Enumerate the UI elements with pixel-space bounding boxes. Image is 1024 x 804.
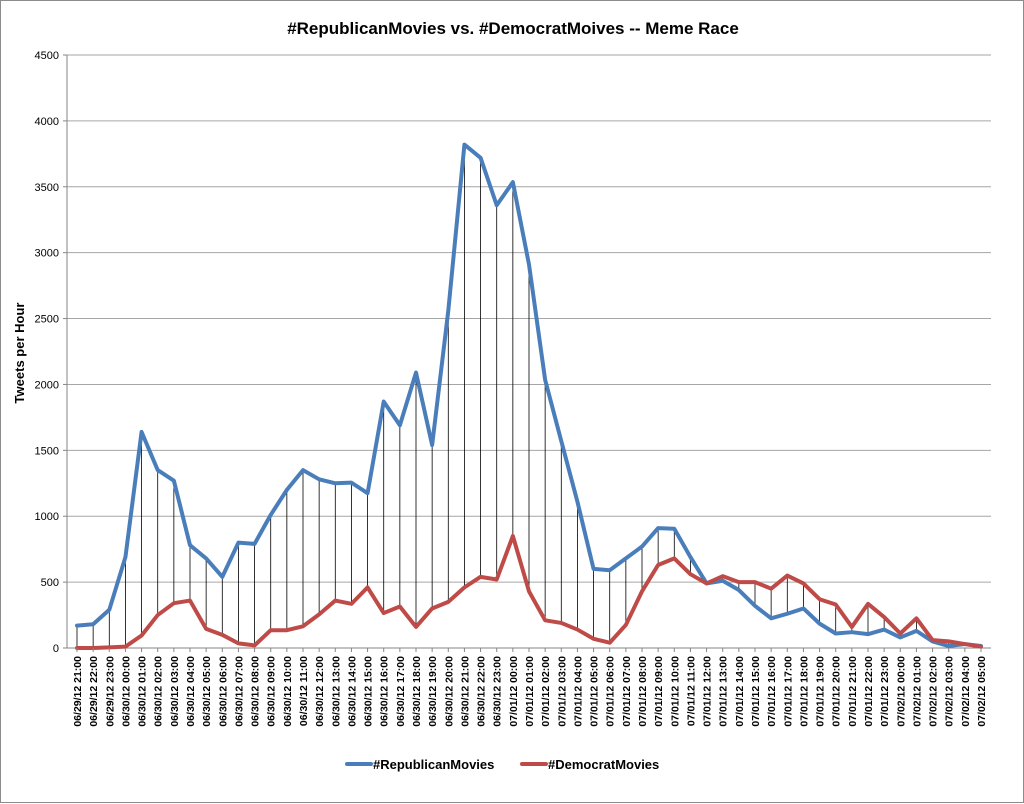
x-tick-label: 07/02/12 01:00 — [911, 656, 923, 727]
x-tick-label: 07/01/12 21:00 — [847, 656, 859, 727]
x-tick-label: 06/30/12 23:00 — [492, 656, 504, 727]
x-tick-label: 06/29/12 22:00 — [88, 656, 100, 727]
series-line-democratmovies — [75, 533, 983, 650]
x-tick-label: 07/01/12 10:00 — [669, 656, 681, 727]
x-tick-label: 07/02/12 02:00 — [928, 656, 940, 727]
x-tick-label: 07/01/12 22:00 — [863, 656, 875, 727]
x-tick-label: 06/30/12 19:00 — [427, 656, 439, 727]
x-tick-label: 07/02/12 04:00 — [960, 656, 972, 727]
x-tick-label: 07/01/12 12:00 — [702, 656, 714, 727]
x-tick-label: 06/30/12 12:00 — [314, 656, 326, 727]
x-tick-label: 07/01/12 17:00 — [782, 656, 794, 727]
x-tick-label: 06/30/12 10:00 — [282, 656, 294, 727]
x-tick-label: 07/01/12 13:00 — [718, 656, 730, 727]
x-tick-label: 06/30/12 20:00 — [443, 656, 455, 727]
x-tick-label: 06/30/12 00:00 — [120, 656, 132, 727]
x-tick-label: 06/29/12 21:00 — [72, 656, 84, 727]
y-tick-label: 2500 — [35, 314, 59, 326]
x-tick-label: 07/01/12 11:00 — [685, 656, 697, 726]
x-tick-label: 06/30/12 05:00 — [201, 656, 213, 727]
x-tick-label: 07/01/12 04:00 — [572, 656, 584, 727]
legend-label: #RepublicanMovies — [373, 757, 494, 772]
x-tick-label: 07/01/12 15:00 — [750, 656, 762, 727]
x-tick-label: 06/30/12 09:00 — [266, 656, 278, 727]
y-tick-label: 1500 — [35, 445, 59, 457]
x-tick-label: 06/30/12 15:00 — [363, 656, 375, 727]
x-tick-label: 06/30/12 04:00 — [185, 656, 197, 727]
x-tick-label: 06/30/12 22:00 — [476, 656, 488, 727]
drop-lines — [76, 144, 950, 648]
x-tick-label: 07/01/12 02:00 — [540, 656, 552, 727]
x-tick-label: 06/30/12 01:00 — [137, 656, 149, 727]
x-tick-label: 07/02/12 05:00 — [976, 656, 988, 727]
y-tick-label: 2000 — [35, 379, 59, 391]
legend-label: #DemocratMovies — [548, 757, 659, 772]
x-tick-label: 06/30/12 11:00 — [298, 656, 310, 726]
x-tick-label: 06/29/12 23:00 — [104, 656, 116, 727]
x-tick-label: 06/30/12 03:00 — [169, 656, 181, 727]
x-tick-label: 06/30/12 17:00 — [395, 656, 407, 727]
y-tick-labels: 0 500 1000 1500 2000 2500 3000 3500 4000 4500 — [35, 50, 59, 655]
y-tick-label: 500 — [41, 577, 59, 589]
y-tick-label: 0 — [53, 643, 59, 655]
x-tick-label: 07/01/12 18:00 — [798, 656, 810, 727]
x-tick-label: 07/02/12 03:00 — [944, 656, 956, 727]
series-line-republicanmovies — [75, 142, 983, 649]
x-tick-label: 07/01/12 07:00 — [621, 656, 633, 727]
y-tick-label: 3000 — [35, 248, 59, 260]
x-tick-labels: 06/29/12 21:00 06/29/12 22:00 06/29/12 23:… — [72, 648, 988, 727]
x-tick-label: 07/01/12 09:00 — [653, 656, 665, 727]
x-tick-label: 07/01/12 23:00 — [879, 656, 891, 727]
y-tick-label: 1000 — [35, 511, 59, 523]
legend: #RepublicanMovies #DemocratMovies — [345, 757, 659, 772]
x-tick-label: 07/01/12 08:00 — [637, 656, 649, 727]
x-tick-label: 07/01/12 01:00 — [524, 656, 536, 727]
x-tick-label: 07/02/12 00:00 — [895, 656, 907, 727]
x-tick-label: 07/01/12 06:00 — [605, 656, 617, 727]
x-tick-label: 07/01/12 20:00 — [831, 656, 843, 727]
x-tick-label: 07/01/12 03:00 — [556, 656, 568, 727]
gridlines — [63, 54, 991, 649]
x-tick-label: 07/01/12 14:00 — [734, 656, 746, 727]
x-tick-label: 06/30/12 02:00 — [153, 656, 165, 727]
y-tick-label: 4000 — [35, 116, 59, 128]
x-tick-label: 07/01/12 05:00 — [589, 656, 601, 727]
x-tick-label: 06/30/12 13:00 — [330, 656, 342, 727]
y-axis-label: Tweets per Hour — [12, 303, 27, 404]
x-tick-label: 06/30/12 16:00 — [379, 656, 391, 727]
y-tick-label: 4500 — [35, 50, 59, 62]
chart-title: #RepublicanMovies vs. #DemocratMoives --… — [287, 19, 739, 38]
x-tick-label: 06/30/12 18:00 — [411, 656, 423, 727]
x-tick-label: 07/01/12 19:00 — [815, 656, 827, 727]
x-tick-label: 07/01/12 00:00 — [508, 656, 520, 727]
x-tick-label: 06/30/12 21:00 — [459, 656, 471, 727]
x-tick-label: 06/30/12 06:00 — [217, 656, 229, 727]
x-tick-label: 07/01/12 16:00 — [766, 656, 778, 727]
x-tick-label: 06/30/12 14:00 — [346, 656, 358, 727]
x-tick-label: 06/30/12 08:00 — [250, 656, 262, 727]
series-lines — [75, 142, 983, 650]
y-tick-label: 3500 — [35, 182, 59, 194]
x-tick-label: 06/30/12 07:00 — [233, 656, 245, 727]
